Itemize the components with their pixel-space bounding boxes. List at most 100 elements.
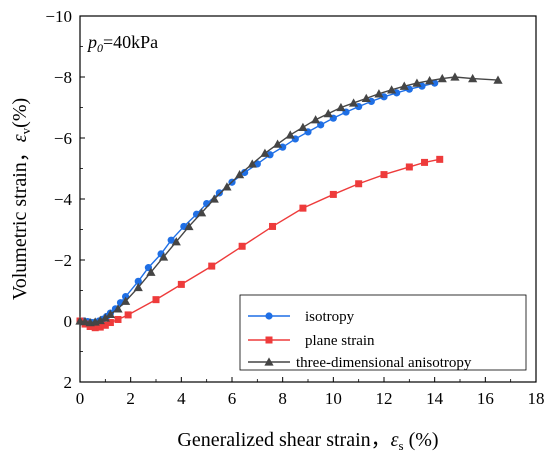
data-point — [159, 252, 169, 261]
data-point — [361, 93, 371, 103]
data-point — [146, 267, 156, 276]
pressure-annotation-sub: 0 — [97, 41, 103, 55]
data-point — [101, 321, 109, 329]
data-point — [431, 79, 439, 87]
data-point — [105, 309, 115, 318]
x-axis-title-symbol: ε — [391, 429, 399, 451]
data-point — [298, 122, 308, 132]
data-point — [421, 158, 429, 166]
data-point — [86, 322, 94, 330]
y-axis-ticks: 2 0 −2 −4 −6 −8 −10 — [45, 7, 85, 392]
y-tick-label: −8 — [54, 68, 72, 87]
data-point — [95, 315, 105, 325]
x-tick-label: 2 — [126, 389, 135, 408]
data-point — [91, 324, 99, 332]
data-point — [336, 102, 346, 112]
data-point — [367, 97, 375, 105]
data-point — [238, 242, 246, 250]
pressure-annotation-var: p — [86, 32, 97, 52]
data-point — [167, 236, 175, 244]
data-point — [134, 277, 142, 285]
data-point — [450, 72, 460, 81]
data-point — [418, 82, 426, 90]
data-point — [273, 139, 283, 148]
y-axis-title-symbol: ε — [9, 134, 31, 142]
data-point — [380, 93, 388, 101]
data-point — [114, 315, 122, 323]
x-axis-ticks: 0 2 4 6 8 10 12 14 16 18 — [76, 377, 545, 408]
x-tick-label: 18 — [528, 389, 545, 408]
data-point — [387, 85, 397, 94]
data-point — [113, 304, 123, 313]
data-point — [493, 75, 503, 84]
data-point — [374, 89, 384, 98]
data-point — [349, 98, 359, 107]
series-layer — [75, 72, 503, 332]
legend-label: isotropy — [305, 309, 355, 325]
data-point — [177, 280, 185, 288]
data-point — [260, 148, 270, 157]
data-point — [152, 296, 160, 304]
data-point — [436, 155, 444, 163]
data-point — [124, 311, 132, 319]
legend-marker — [264, 357, 274, 366]
x-tick-label: 14 — [426, 389, 444, 408]
x-axis-title-unit: (%) — [404, 429, 439, 451]
data-point — [355, 180, 363, 188]
data-point — [96, 323, 104, 331]
data-point — [279, 143, 287, 151]
data-point — [247, 159, 257, 168]
x-axis-title-sub: s — [399, 438, 404, 453]
legend: isotropy plane strain three-dimensional an… — [239, 294, 527, 371]
legend-marker — [265, 336, 273, 344]
data-point — [437, 73, 447, 83]
data-point — [425, 76, 435, 85]
data-point — [209, 194, 219, 203]
data-point — [468, 73, 478, 83]
x-tick-label: 12 — [376, 389, 393, 408]
data-point — [329, 190, 337, 198]
pressure-annotation: p0=40kPa — [86, 32, 158, 55]
data-point — [399, 81, 409, 90]
y-axis-title-unit: (%) — [9, 98, 31, 128]
x-tick-label: 10 — [325, 389, 342, 408]
y-tick-label: 0 — [64, 312, 73, 331]
legend-label: three-dimensional anisotropy — [296, 355, 472, 371]
data-point — [106, 319, 114, 327]
data-point — [380, 171, 388, 179]
series-triangle — [75, 72, 503, 327]
data-point — [171, 237, 181, 246]
data-point — [285, 130, 295, 139]
x-tick-label: 6 — [228, 389, 237, 408]
legend-box — [239, 294, 527, 371]
x-tick-label: 16 — [477, 389, 494, 408]
data-point — [299, 204, 307, 212]
y-axis-title-text: Volumetric strain， — [9, 142, 31, 300]
data-point — [412, 78, 422, 87]
data-point — [222, 182, 232, 191]
data-point — [100, 313, 110, 322]
data-point — [241, 168, 249, 177]
data-point — [405, 85, 413, 93]
legend-label: plane strain — [305, 333, 375, 349]
data-point — [215, 189, 223, 197]
y-tick-label: −10 — [45, 7, 72, 26]
data-point — [184, 221, 194, 231]
data-point — [323, 109, 333, 118]
x-tick-label: 4 — [177, 389, 186, 408]
data-point — [311, 115, 321, 124]
x-axis-title: Generalized shear strain，εs (%) — [177, 429, 438, 453]
x-axis-title-text: Generalized shear strain， — [177, 429, 390, 451]
data-point — [133, 282, 143, 292]
data-point — [121, 296, 131, 305]
legend-marker — [265, 312, 273, 320]
series-square — [76, 155, 444, 332]
data-point — [405, 163, 413, 171]
pressure-annotation-value: =40kPa — [103, 32, 158, 52]
y-axis-title: Volumetric strain，εv(%) — [9, 98, 33, 300]
y-tick-label: −4 — [54, 190, 73, 209]
data-point — [208, 262, 216, 270]
data-point — [235, 170, 245, 179]
data-point — [269, 222, 277, 230]
